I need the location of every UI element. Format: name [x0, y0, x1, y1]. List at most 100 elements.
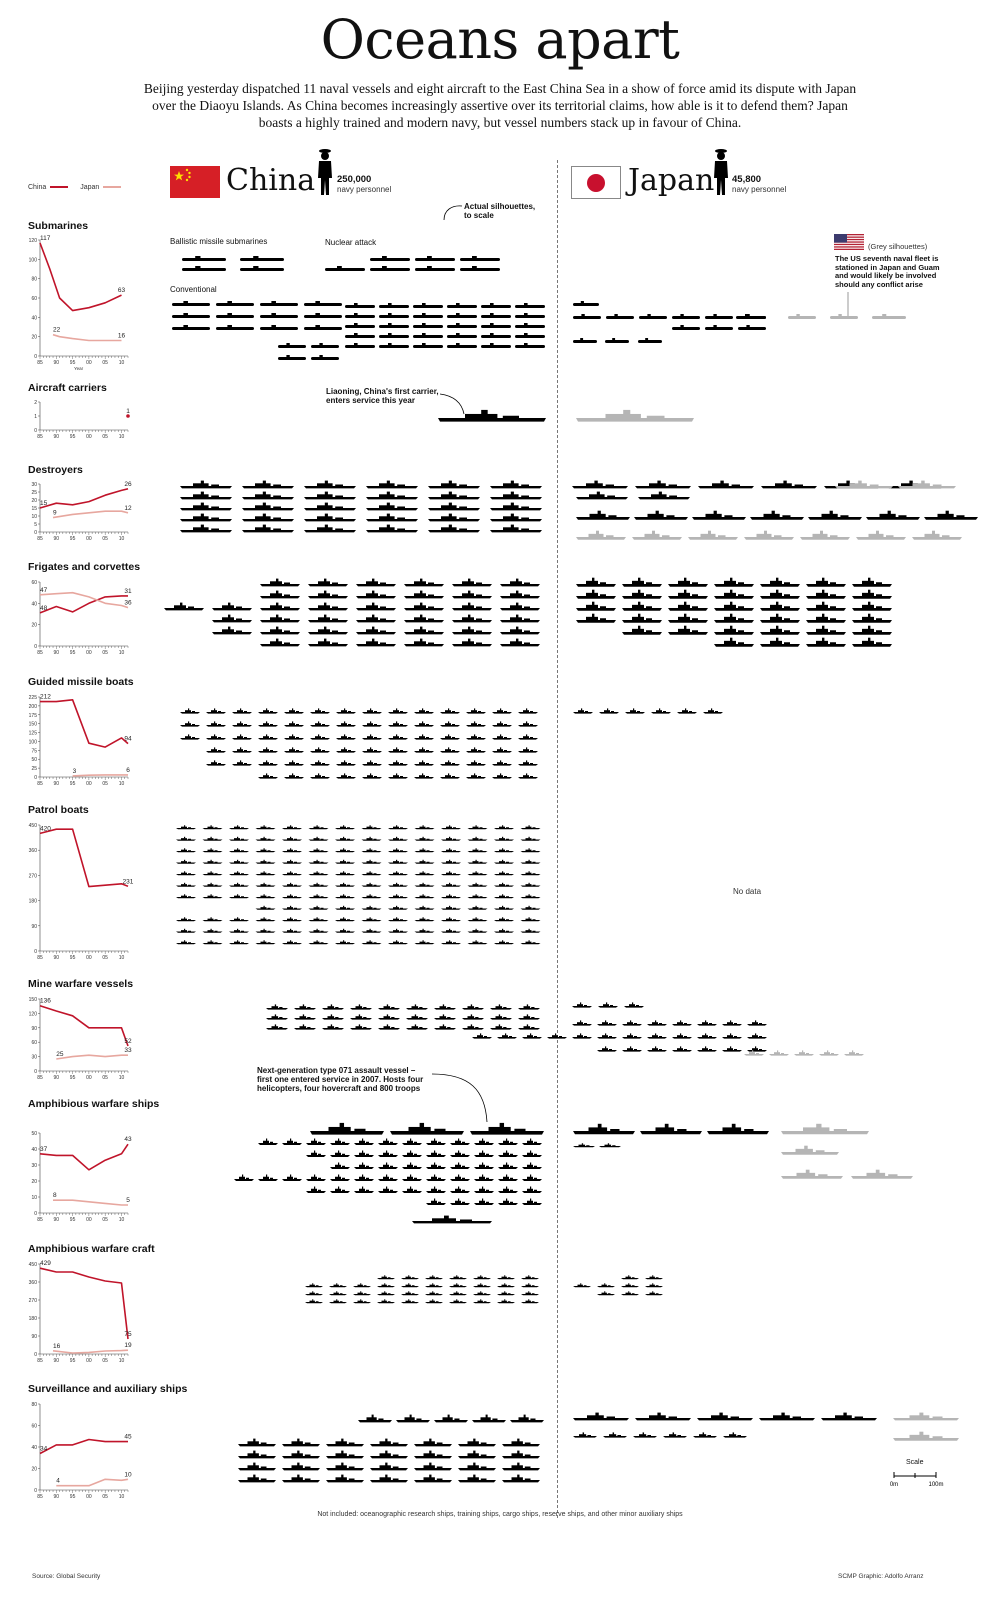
submarine-icon [481, 313, 511, 318]
label-type071: Next-generation type 071 assault vessel … [257, 1066, 424, 1093]
label-us-fleet: The US seventh naval fleet is stationed … [835, 254, 940, 289]
ship-icon [887, 480, 943, 489]
ship-icon [458, 1474, 496, 1483]
submarine-icon [260, 301, 298, 306]
ship-icon [396, 1414, 430, 1423]
data-label: 231 [123, 878, 134, 885]
ship-icon [378, 1186, 398, 1193]
data-label: 3 [73, 768, 77, 775]
ship-icon [518, 1024, 540, 1030]
ship-icon [474, 1150, 494, 1157]
ship-icon [232, 708, 252, 714]
ship-icon [282, 882, 302, 887]
ship-icon [522, 1033, 542, 1039]
ship-icon [621, 1275, 639, 1280]
submarine-icon [240, 266, 284, 271]
ship-icon [697, 1412, 753, 1421]
x-tick-label: 05 [102, 650, 108, 656]
series-line-china [39, 1438, 128, 1455]
ship-icon [677, 708, 697, 714]
ship-icon [308, 871, 329, 876]
ship-icon [893, 1412, 959, 1421]
ship-icon [388, 836, 408, 841]
ship-icon [401, 1275, 419, 1280]
ship-icon [353, 1283, 371, 1288]
submarine-icon [278, 355, 306, 360]
ship-icon [330, 1174, 350, 1181]
ship-icon [294, 1024, 316, 1030]
x-tick-label: 00 [86, 536, 92, 542]
ship-icon [852, 613, 892, 623]
ship-icon [522, 1162, 542, 1169]
ship-icon [229, 871, 249, 876]
submarine-icon [460, 256, 500, 261]
ship-icon [428, 491, 480, 500]
ship-icon [404, 602, 444, 611]
x-tick-label: 95 [70, 360, 76, 366]
x-tick-label: 95 [70, 781, 76, 787]
submarine-icon [830, 314, 858, 319]
ship-icon [520, 940, 541, 945]
x-tick-label: 05 [102, 1217, 108, 1223]
ship-icon [310, 1122, 384, 1135]
ship-icon [308, 614, 348, 623]
ship-icon [326, 1474, 364, 1483]
ship-icon [744, 530, 794, 540]
ship-icon [467, 940, 488, 945]
submarine-icon [172, 313, 210, 318]
ship-icon [284, 708, 304, 714]
ship-icon [335, 928, 355, 933]
ship-icon [361, 882, 382, 887]
submarine-icon [216, 325, 254, 330]
x-tick-label: 10 [119, 781, 125, 787]
ship-icon [255, 917, 276, 922]
ship-icon [361, 894, 382, 899]
ship-icon [522, 1150, 542, 1157]
x-tick-label: 85 [37, 1075, 43, 1081]
ship-icon [647, 1033, 667, 1039]
data-label: 75 [124, 1331, 132, 1338]
ship-icon [388, 708, 408, 714]
ship-icon [428, 502, 480, 511]
ship-icon [414, 747, 434, 753]
ship-icon [202, 859, 223, 864]
submarine-icon [573, 314, 601, 319]
x-tick-label: 85 [37, 536, 43, 542]
data-label: 16 [118, 333, 126, 340]
ship-icon [388, 734, 408, 740]
ship-icon [335, 848, 355, 853]
ship-icon [414, 1438, 452, 1447]
ship-icon [284, 734, 304, 740]
ship-icon [362, 708, 382, 714]
ship-icon [306, 1174, 326, 1181]
ship-icon [308, 638, 348, 647]
y-tick-label: 360 [29, 1280, 38, 1286]
ship-icon [572, 1020, 592, 1026]
submarine-icon [216, 313, 254, 318]
ship-icon [388, 773, 408, 779]
ship-icon [388, 894, 408, 899]
ship-icon [714, 601, 754, 611]
ship-icon [255, 871, 276, 876]
ship-icon [722, 1033, 742, 1039]
chart-title-guided-missile-boats: Guided missile boats [28, 676, 134, 688]
series-line-japan [72, 774, 128, 777]
ship-icon [282, 1438, 320, 1447]
y-tick-label: 150 [29, 722, 38, 728]
y-tick-label: 40 [31, 315, 37, 321]
ship-icon [310, 747, 330, 753]
ship-icon [672, 1033, 692, 1039]
y-tick-label: 0 [34, 1211, 37, 1217]
ship-icon [440, 734, 460, 740]
ship-icon [426, 1186, 446, 1193]
x-tick-label: 95 [70, 1358, 76, 1364]
ship-icon [640, 1123, 702, 1135]
ship-icon [356, 614, 396, 623]
data-label: 63 [118, 287, 126, 294]
ship-icon [852, 625, 892, 635]
ship-icon [502, 1450, 540, 1459]
y-tick-label: 20 [31, 623, 37, 629]
ship-icon [426, 1138, 446, 1145]
y-tick-label: 40 [31, 1445, 37, 1451]
